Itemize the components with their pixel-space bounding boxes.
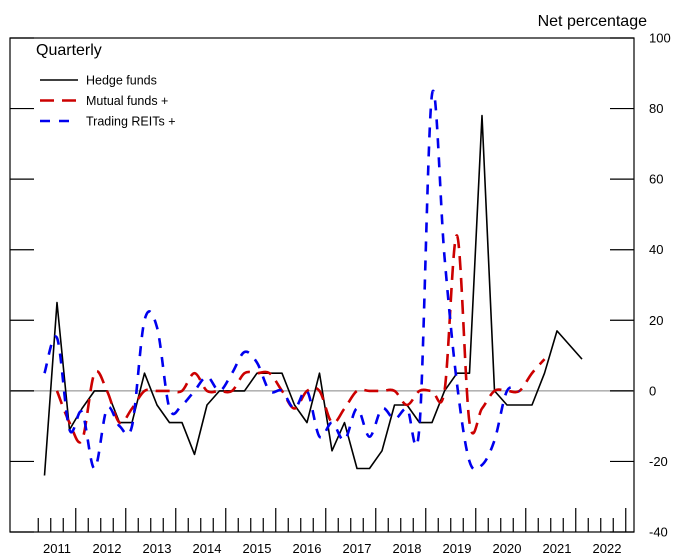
x-tick-label: 2016	[293, 541, 322, 556]
y-tick-label: 80	[649, 101, 663, 116]
right-axis-label: Net percentage	[538, 13, 648, 30]
y-tick-label: -20	[649, 454, 668, 469]
y-tick-label: 20	[649, 313, 663, 328]
x-tick-label: 2017	[343, 541, 372, 556]
legend-label: Mutual funds +	[86, 94, 168, 108]
plot-frame	[9, 37, 635, 533]
x-tick-label: 2018	[393, 541, 422, 556]
y-tick-label: 100	[649, 31, 671, 46]
x-axis: 2011 2012 2013 2014 2015 2016 2017 2018 2019 2020…	[37, 508, 627, 556]
x-tick-label: 2021	[543, 541, 572, 556]
legend-label: Hedge funds	[86, 74, 157, 88]
y-tick-label: 0	[649, 383, 656, 398]
series-line	[43, 114, 583, 476]
x-tick-label: 2011	[43, 541, 71, 556]
x-tick-label: 2012	[93, 541, 122, 556]
x-tick-label: 2013	[143, 541, 172, 556]
chart-title: Quarterly	[36, 42, 102, 59]
legend: Hedge funds Mutual funds + Trading REITs +	[40, 74, 176, 129]
y-tick-label: 60	[649, 172, 663, 187]
series-layer	[43, 89, 583, 476]
series-line	[55, 234, 546, 444]
y-tick-label: 40	[649, 242, 663, 257]
x-tick-label: 2022	[593, 541, 622, 556]
x-tick-label: 2020	[493, 541, 522, 556]
x-tick-label: 2014	[193, 541, 222, 556]
x-tick-label: 2019	[443, 541, 472, 556]
y-axis: -40 -20 0 20 40 60 80 100	[10, 31, 671, 540]
legend-label: Trading REITs +	[86, 115, 176, 129]
x-tick-label: 2015	[243, 541, 272, 556]
series-line	[43, 89, 520, 471]
y-tick-label: -40	[649, 525, 668, 540]
